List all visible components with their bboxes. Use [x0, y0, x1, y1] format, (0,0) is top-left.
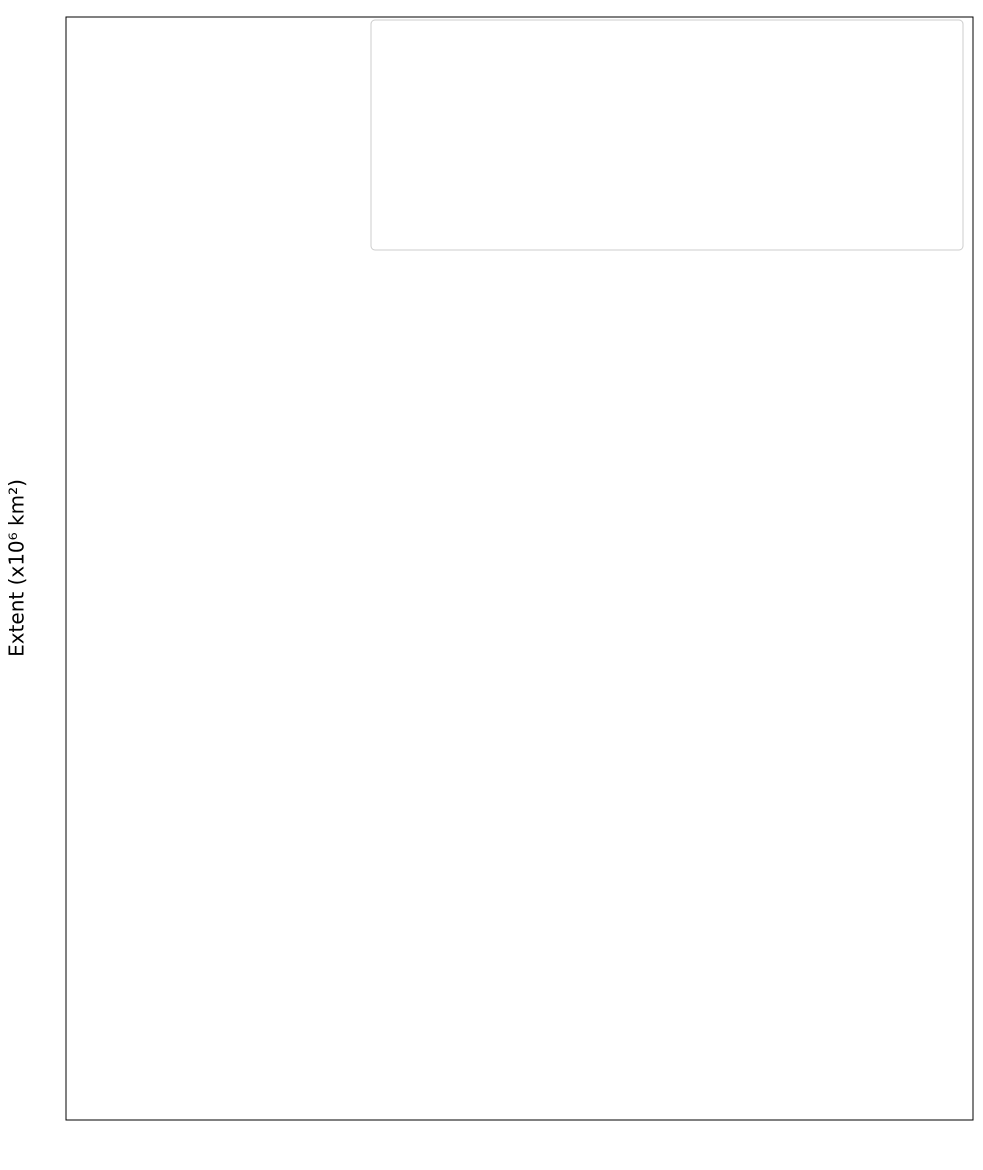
y-axis-title: Extent (x10⁶ km²) — [5, 479, 29, 657]
legend — [370, 19, 964, 251]
legend-box — [370, 19, 964, 251]
axes-frame — [65, 16, 974, 1121]
